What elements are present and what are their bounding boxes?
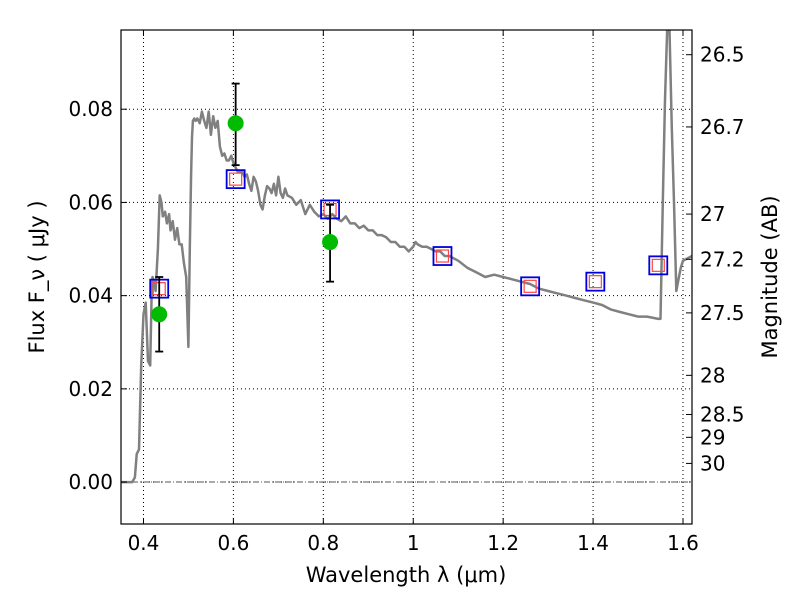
y2-tick-label: 28.5 bbox=[700, 402, 745, 426]
x-tick-label: 0.4 bbox=[128, 531, 160, 555]
x-axis-title: Wavelength λ (μm) bbox=[306, 563, 507, 587]
y-tick-label: 0.02 bbox=[68, 377, 113, 401]
model-photometry-marker bbox=[432, 246, 453, 266]
y2-tick-label: 28 bbox=[700, 363, 725, 387]
y-tick-label: 0.06 bbox=[68, 190, 113, 214]
y2-tick-label: 26.7 bbox=[700, 115, 745, 139]
y2-tick-label: 27.2 bbox=[700, 247, 745, 271]
observed-point bbox=[322, 234, 339, 251]
observed-point bbox=[227, 115, 244, 132]
grid bbox=[121, 30, 692, 524]
y2-tick-label: 27.5 bbox=[700, 301, 745, 325]
x-tick-label: 1.4 bbox=[577, 531, 609, 555]
y-tick-label: 0.04 bbox=[68, 284, 113, 308]
y-tick-label: 0.08 bbox=[68, 97, 113, 121]
y2-tick-label: 26.5 bbox=[700, 43, 745, 67]
model-photometry-marker bbox=[648, 255, 669, 276]
model-photometry-marker bbox=[520, 276, 541, 297]
plot-area bbox=[121, 30, 692, 484]
y2-axis-title: Magnitude (AB) bbox=[758, 195, 782, 358]
model-photometry-marker bbox=[585, 271, 606, 292]
y2-tick-label: 29 bbox=[700, 425, 725, 449]
model-photometry-inner-marker bbox=[523, 279, 537, 293]
x-tick-label: 1.6 bbox=[667, 531, 699, 555]
x-tick-label: 1.2 bbox=[487, 531, 519, 555]
model-spectrum-line bbox=[121, 30, 692, 484]
x-tick-label: 1 bbox=[407, 531, 420, 555]
y-axis-title: Flux F_ν ( μJy ) bbox=[25, 200, 50, 353]
model-photometry-inner-marker bbox=[588, 275, 602, 289]
x-tick-label: 0.8 bbox=[307, 531, 339, 555]
x-tick-label: 0.6 bbox=[217, 531, 249, 555]
observed-point bbox=[151, 306, 168, 323]
y-tick-label: 0.00 bbox=[68, 470, 113, 494]
y2-tick-label: 30 bbox=[700, 451, 725, 475]
y2-tick-label: 27 bbox=[700, 202, 725, 226]
axes: 0.4 0.6 0.8 1 1.2 1.4 1.6 0.00 0.02 0.04 0.06 0.08 2… bbox=[68, 29, 745, 555]
plot-frame bbox=[120, 29, 693, 525]
model-photometry-marker bbox=[225, 169, 246, 190]
model-photometry-inner-marker bbox=[435, 249, 450, 263]
model-photometry-inner-marker bbox=[229, 172, 243, 186]
model-photometry-inner-marker bbox=[651, 258, 665, 272]
